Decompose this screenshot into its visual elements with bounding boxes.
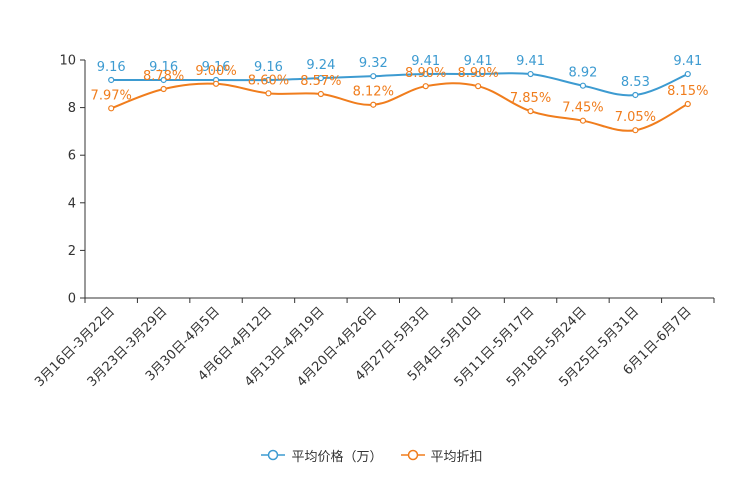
data-label-1: 9.00% [195, 64, 236, 79]
data-label-1: 7.05% [615, 110, 656, 125]
data-point-1 [212, 80, 220, 87]
data-point-1 [370, 101, 377, 108]
data-point-1 [527, 108, 534, 115]
series-line-0 [111, 72, 689, 97]
data-point-1 [632, 127, 639, 134]
data-label-1: 7.97% [91, 88, 132, 103]
data-point-0 [579, 82, 587, 89]
data-label-1: 7.85% [510, 91, 551, 106]
data-point-0 [265, 76, 272, 84]
data-point-1 [265, 90, 272, 97]
data-point-0 [527, 70, 534, 78]
line-chart: 02468103月16日-3月22日3月23日-3月29日3月30日-4月5日4… [32, 54, 715, 390]
data-label-1: 8.57% [300, 74, 341, 89]
data-point-0 [108, 76, 115, 84]
data-point-0 [160, 76, 167, 84]
data-label-0: 8.92 [568, 66, 597, 81]
data-label-1: 7.45% [562, 101, 603, 116]
data-point-1 [579, 117, 587, 124]
legend-avg-price-marker-icon [261, 449, 286, 461]
data-label-0: 9.16 [254, 60, 283, 75]
legend-item-avg-price[interactable]: 平均价格（万） [261, 446, 383, 465]
data-point-1 [475, 83, 482, 90]
data-label-1: 8.12% [353, 85, 394, 100]
data-label-0: 9.16 [149, 60, 178, 75]
data-label-1: 8.90% [457, 66, 498, 81]
data-label-1: 8.60% [248, 73, 289, 88]
data-point-0 [317, 74, 324, 82]
data-label-0: 9.41 [673, 54, 702, 69]
data-label-1: 8.15% [667, 84, 708, 99]
y-tick-label: 0 [68, 292, 76, 307]
y-tick-label: 8 [68, 101, 76, 116]
data-point-1 [108, 105, 115, 112]
data-point-1 [422, 83, 429, 90]
data-label-1: 8.90% [405, 66, 446, 81]
data-label-0: 9.41 [464, 54, 493, 69]
legend-label-avg-price: 平均价格（万） [291, 449, 383, 465]
data-point-0 [422, 70, 429, 78]
legend: 平均价格（万） 平均折扣 [0, 444, 744, 466]
series-line-1 [110, 82, 689, 132]
data-label-0: 9.41 [516, 54, 545, 69]
data-point-1 [684, 100, 691, 108]
data-point-1 [317, 90, 324, 98]
y-tick-label: 4 [68, 196, 76, 211]
data-label-0: 9.24 [306, 58, 335, 73]
y-tick-label: 6 [68, 149, 76, 164]
data-label-0: 9.16 [202, 60, 231, 75]
legend-label-avg-discount: 平均折扣 [430, 449, 483, 465]
data-label-1: 8.78% [143, 69, 184, 84]
data-label-0: 9.32 [359, 56, 388, 71]
y-tick-label: 10 [59, 54, 76, 69]
data-point-0 [370, 73, 377, 80]
data-point-1 [160, 85, 167, 93]
data-point-0 [475, 70, 482, 78]
data-label-0: 9.16 [97, 60, 126, 75]
data-point-0 [632, 91, 639, 99]
legend-avg-discount-marker-icon [400, 449, 425, 461]
y-tick-label: 2 [68, 244, 76, 259]
legend-item-avg-discount[interactable]: 平均折扣 [400, 446, 483, 465]
data-label-0: 9.41 [411, 54, 440, 69]
data-label-0: 8.53 [621, 75, 650, 90]
data-point-0 [684, 70, 691, 78]
